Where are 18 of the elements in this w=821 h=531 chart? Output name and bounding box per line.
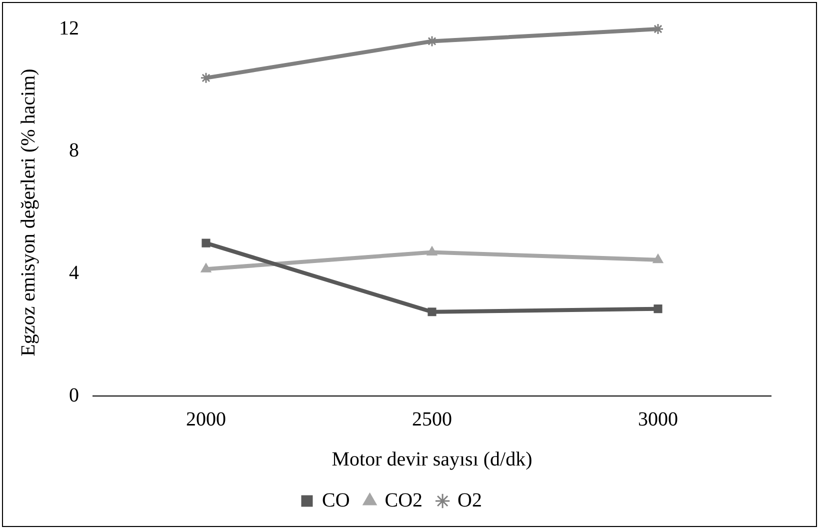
point [200,263,212,272]
point [202,238,210,248]
x-tick-label: 2000 [186,408,226,430]
point [426,246,438,256]
y-axis-title: Egzoz emisyon değerleri (% hacim) [17,68,40,356]
y-tick-label: 0 [69,384,79,406]
point [428,308,436,316]
x-tick-label: 3000 [638,408,678,430]
point [654,304,662,314]
y-tick-label: 12 [59,17,79,40]
legend-label: CO [322,489,350,512]
y-tick-label: 8 [69,140,79,162]
legend-label: CO2 [384,489,423,512]
x-axis-title: Motor devir sayısı (d/dk) [332,448,532,470]
legend-label: O2 [458,489,482,512]
x-tick-label: 2500 [412,408,452,430]
point [652,254,664,264]
y-tick-label: 4 [69,262,79,284]
